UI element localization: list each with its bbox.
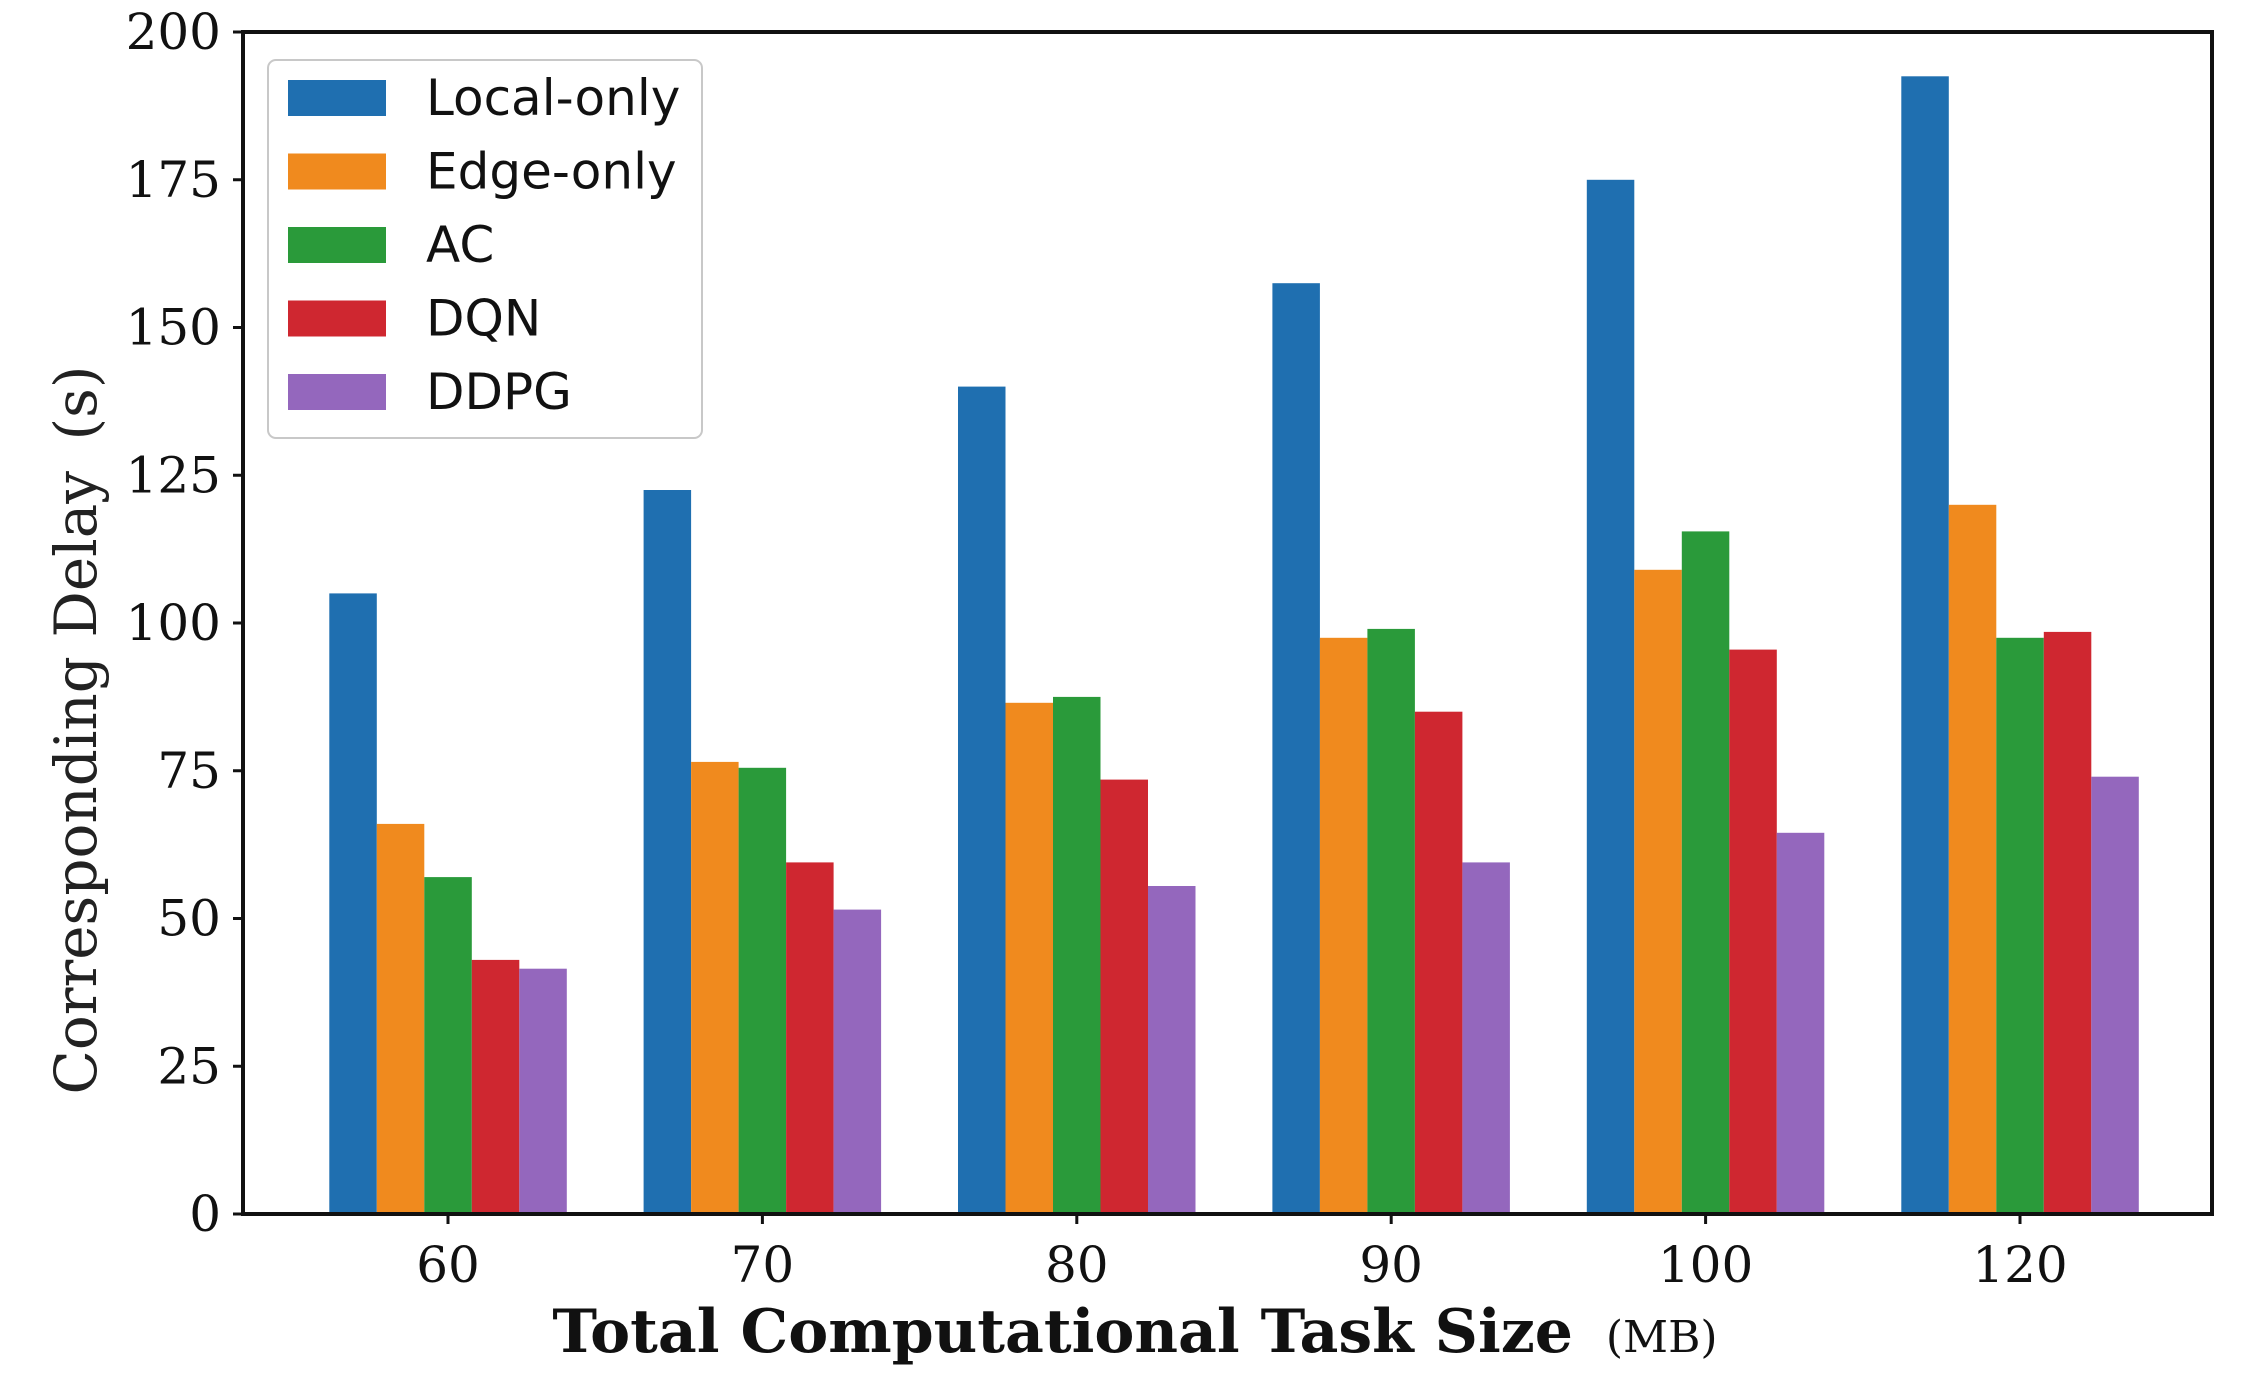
bar-ddpg-70	[833, 909, 882, 1214]
bar-local-only-70	[643, 490, 692, 1214]
x-tick-label-120: 120	[1972, 1236, 2067, 1294]
x-tick-label-100: 100	[1658, 1236, 1753, 1294]
bar-dqn-60	[471, 959, 520, 1214]
ticks-group: 60 70 80 90 100 120 0 25 50 75 100 125 150 175 200	[126, 3, 2068, 1294]
bar-dqn-80	[1100, 779, 1148, 1214]
legend-label-edge-only: Edge-only	[426, 143, 677, 201]
y-tick-label-150: 150	[126, 299, 221, 357]
y-tick-label-200: 200	[126, 3, 221, 61]
legend-label-dqn: DQN	[426, 290, 541, 348]
legend-swatch-dqn	[288, 300, 386, 337]
bar-local-only-60	[329, 593, 377, 1214]
y-tick-label-75: 75	[157, 742, 221, 800]
bar-dqn-70	[786, 862, 834, 1214]
bar-ac-90	[1367, 628, 1415, 1214]
bar-ac-120	[1996, 637, 2044, 1214]
x-tick-label-90: 90	[1359, 1236, 1423, 1294]
bar-ac-70	[738, 767, 787, 1214]
y-tick-label-175: 175	[126, 151, 221, 209]
x-tick-label-70: 70	[731, 1236, 795, 1294]
bar-local-only-90	[1272, 283, 1320, 1214]
bar-ac-60	[424, 877, 472, 1214]
y-axis-title: Corresponding Delay (s)	[42, 365, 110, 1094]
legend-swatch-edge-only	[288, 153, 386, 190]
bar-edge-only-60	[376, 823, 425, 1214]
bar-ac-80	[1053, 696, 1101, 1214]
bar-ddpg-60	[519, 968, 567, 1214]
bar-local-only-80	[958, 386, 1006, 1215]
bar-ddpg-90	[1462, 862, 1510, 1214]
bar-edge-only-120	[1948, 504, 1997, 1214]
bar-dqn-100	[1729, 649, 1777, 1214]
y-tick-label-125: 125	[126, 446, 221, 504]
legend-label-local-only: Local-only	[426, 69, 680, 127]
bar-ddpg-120	[2091, 776, 2139, 1214]
bar-local-only-120	[1901, 76, 1949, 1214]
bar-edge-only-100	[1634, 569, 1682, 1214]
x-axis-title-unit: (MB)	[1606, 1312, 1718, 1363]
legend-label-ddpg: DDPG	[426, 363, 572, 421]
legend-label-ac: AC	[426, 216, 494, 274]
legend-swatch-ac	[288, 227, 386, 263]
legend: Local-only Edge-only AC DQN DDPG	[267, 59, 703, 439]
legend-swatch-ddpg	[288, 374, 386, 410]
x-tick-label-60: 60	[416, 1236, 480, 1294]
y-axis-title-unit: (s)	[42, 365, 110, 440]
y-axis-title-text: Corresponding Delay	[42, 471, 110, 1095]
x-tick-label-80: 80	[1045, 1236, 1109, 1294]
bar-edge-only-90	[1319, 637, 1368, 1214]
bars-group	[329, 76, 2139, 1215]
bar-ddpg-80	[1148, 886, 1196, 1214]
legend-swatch-local-only	[288, 80, 386, 116]
bar-ac-100	[1681, 531, 1730, 1214]
y-tick-label-50: 50	[157, 890, 221, 948]
y-tick-label-0: 0	[189, 1185, 221, 1243]
bar-edge-only-70	[691, 761, 739, 1214]
bar-dqn-90	[1414, 711, 1463, 1214]
bar-edge-only-80	[1005, 702, 1053, 1214]
x-axis-title-text: Total Computational Task Size	[552, 1297, 1573, 1367]
bar-dqn-120	[2043, 631, 2092, 1214]
y-tick-label-100: 100	[126, 594, 221, 652]
x-axis-title: Total Computational Task Size (MB)	[552, 1297, 1717, 1367]
bar-local-only-100	[1586, 179, 1635, 1215]
axis-titles-group: Total Computational Task Size (MB) Corre…	[42, 365, 1718, 1367]
y-tick-label-25: 25	[157, 1037, 221, 1095]
bar-ddpg-100	[1776, 832, 1825, 1214]
